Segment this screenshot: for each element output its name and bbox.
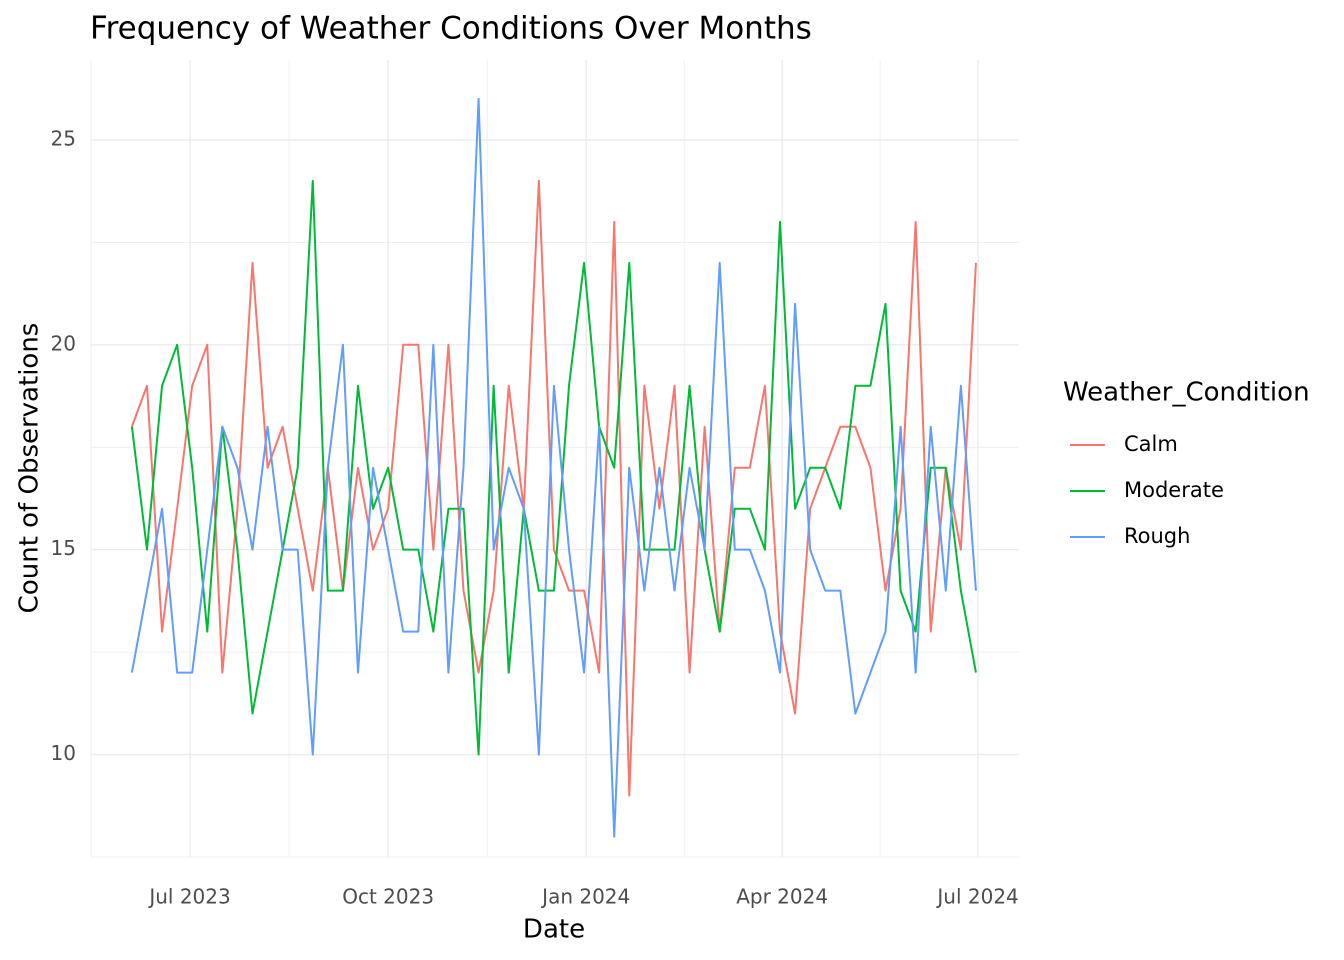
y-tick-label: 10 bbox=[51, 741, 76, 765]
x-tick-label: Jul 2023 bbox=[147, 885, 230, 909]
legend-label: Moderate bbox=[1124, 478, 1224, 502]
y-tick-label: 20 bbox=[51, 331, 76, 355]
x-tick-label: Jan 2024 bbox=[540, 885, 630, 909]
series-line bbox=[130, 97, 977, 838]
y-tick-label: 25 bbox=[51, 126, 76, 150]
series-line bbox=[130, 179, 977, 756]
chart-title: Frequency of Weather Conditions Over Mon… bbox=[90, 11, 812, 47]
x-tick-label: Oct 2023 bbox=[342, 885, 434, 909]
x-axis-label: Date bbox=[523, 915, 585, 945]
plot bbox=[130, 97, 977, 838]
x-tick-label: Apr 2024 bbox=[736, 885, 828, 909]
grid bbox=[90, 60, 1019, 858]
legend-label: Rough bbox=[1124, 524, 1190, 548]
y-tick-label: 15 bbox=[51, 536, 76, 560]
series-line bbox=[130, 179, 977, 797]
legend-label: Calm bbox=[1124, 432, 1178, 456]
x-tick-label: Jul 2024 bbox=[935, 885, 1018, 909]
legend-title: Weather_Condition bbox=[1063, 378, 1310, 408]
legend: Calm Moderate Rough bbox=[1070, 432, 1224, 548]
y-axis-label: Count of Observations bbox=[15, 323, 45, 614]
